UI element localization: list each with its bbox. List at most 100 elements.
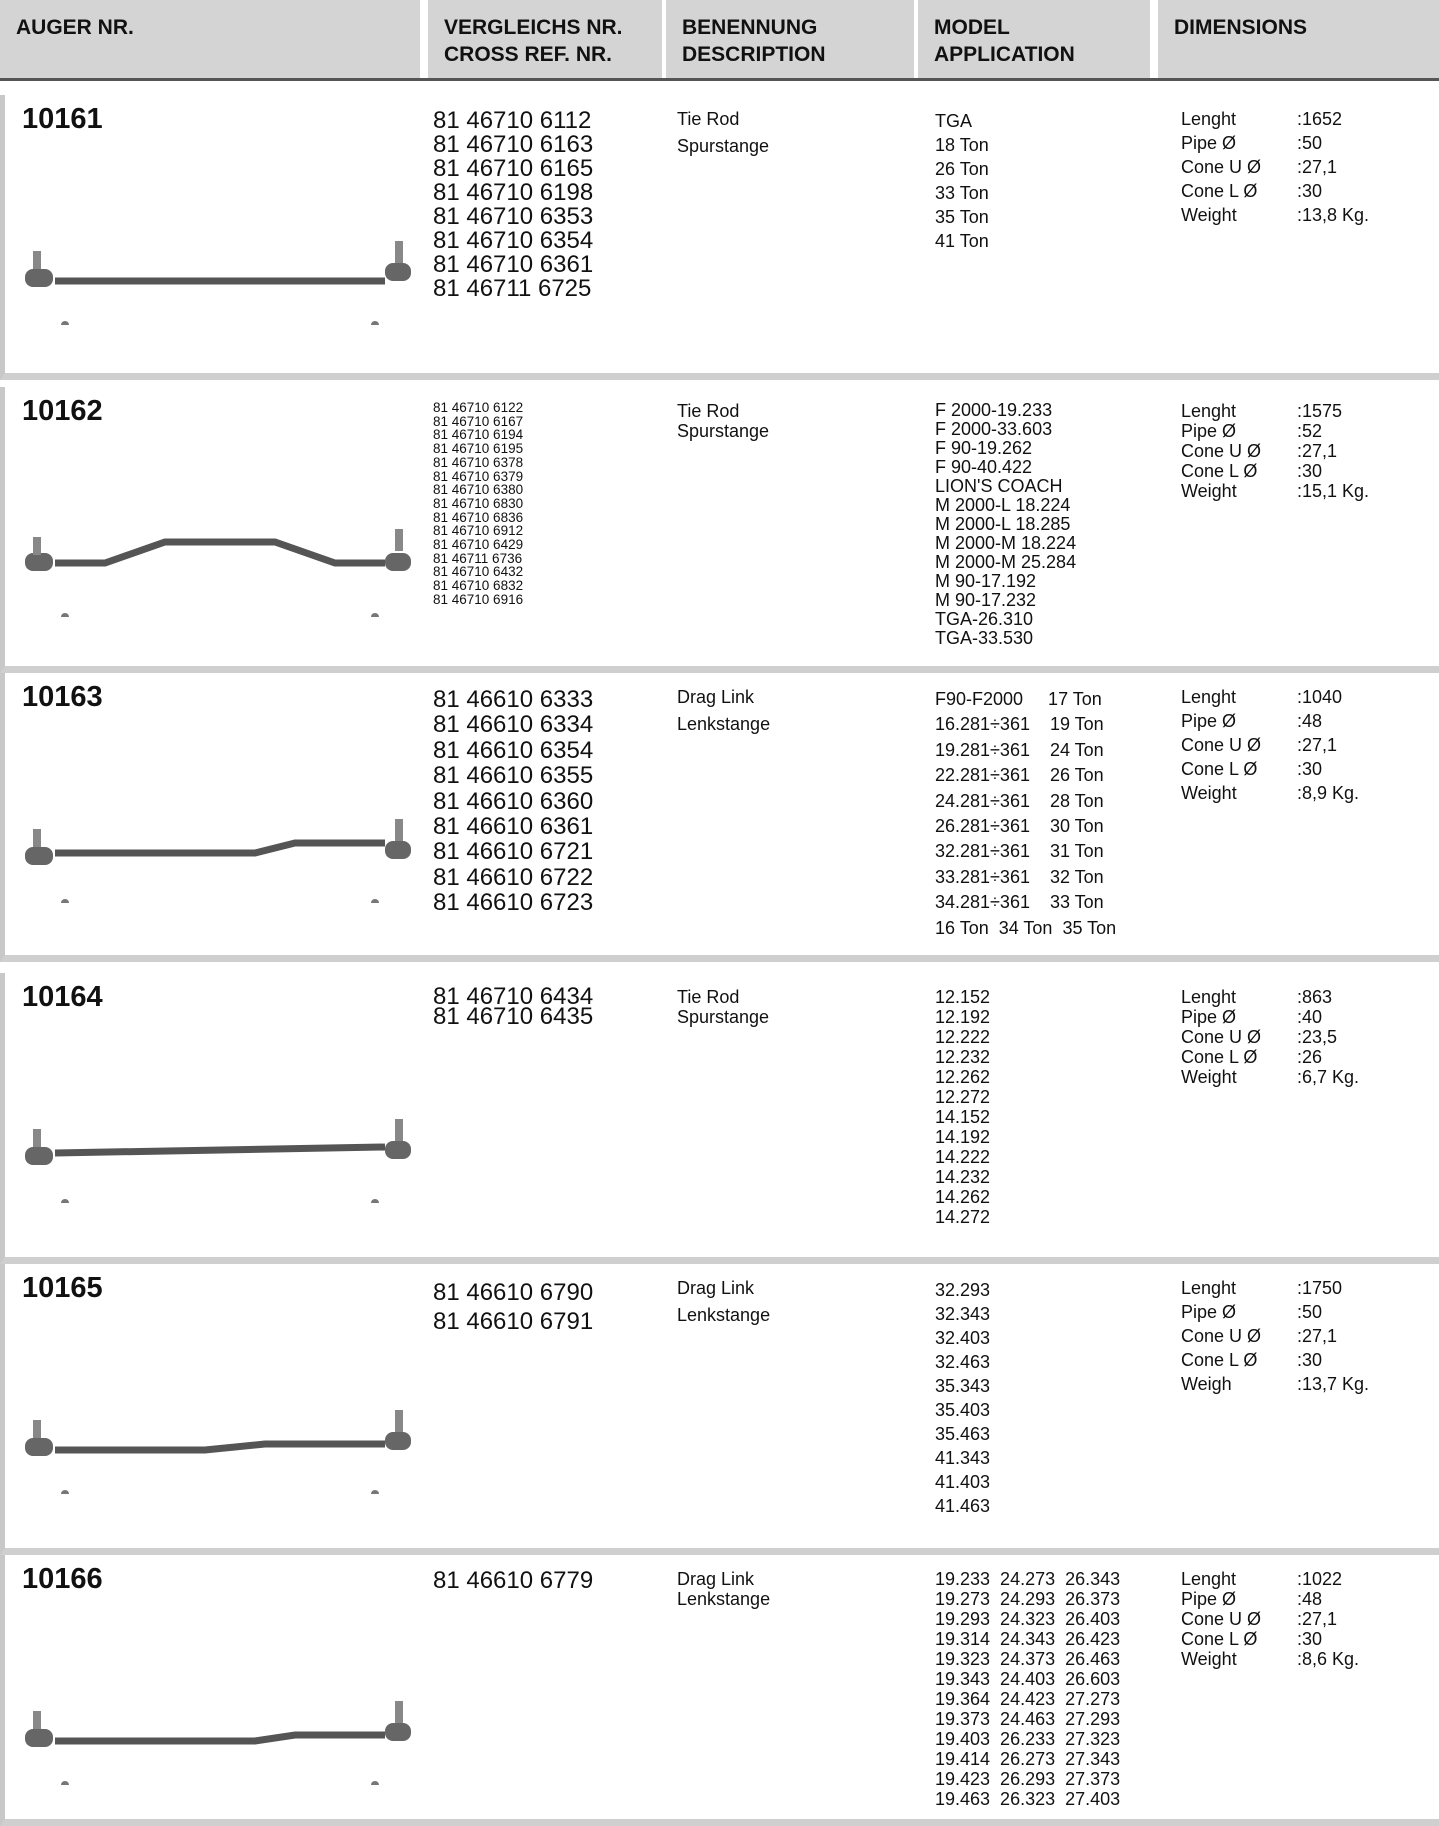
dimension-label: Cone L Ø (1181, 1047, 1258, 1067)
application: 18 Ton (935, 135, 989, 155)
part-number: 10163 (22, 681, 103, 713)
application: 12.262 (935, 1067, 991, 1087)
dimension-value: :48 (1297, 1589, 1323, 1609)
cross-ref: 81 46610 6360 (433, 787, 594, 815)
application: TGA-33.530 (935, 628, 1034, 648)
header-rule (0, 78, 1439, 81)
cross-ref: 81 46710 6379 (433, 468, 524, 484)
cross-ref: 81 46710 6165 (433, 155, 594, 182)
dimension-value: :27,1 (1297, 157, 1338, 177)
header-cell: DIMENSIONS (1158, 0, 1439, 78)
application: F90-F2000 17 Ton (935, 689, 1102, 709)
header-cell: AUGER NR. (0, 0, 420, 78)
application: 14.272 (935, 1207, 991, 1227)
dimension-value: :23,5 (1297, 1027, 1338, 1047)
part-number: 10165 (22, 1272, 103, 1304)
application: 19.414 26.273 27.343 (935, 1749, 1121, 1769)
application: 19.281÷361 24 Ton (935, 739, 1104, 760)
cross-ref: 81 46711 6725 (433, 275, 592, 302)
application: 16.281÷361 19 Ton (935, 714, 1104, 735)
application: 19.403 26.233 27.323 (935, 1729, 1121, 1749)
dimension-value: :1575 (1297, 401, 1343, 421)
application: M 90-17.232 (935, 590, 1037, 610)
application: 14.152 (935, 1107, 991, 1127)
application: 12.232 (935, 1047, 991, 1067)
cross-ref: 81 46710 6198 (433, 179, 594, 206)
application: M 2000-M 25.284 (935, 552, 1077, 572)
application: M 90-17.192 (935, 571, 1037, 591)
description: Lenkstange (677, 1305, 771, 1325)
application: 32.403 (935, 1328, 991, 1348)
cross-ref: 81 46710 6380 (433, 482, 524, 498)
description: Tie Rod (677, 987, 740, 1007)
cross-ref: 81 46710 6434 (433, 983, 594, 1010)
part-number: 10161 (22, 103, 103, 135)
dimension-value: :27,1 (1297, 1609, 1338, 1629)
header-cell: BENENNUNG DESCRIPTION (666, 0, 914, 78)
description: Tie Rod (677, 401, 740, 421)
cross-ref: 81 46710 6195 (433, 441, 524, 457)
cross-ref: 81 46710 6112 (433, 107, 592, 134)
cross-ref: 81 46710 6167 (433, 413, 524, 429)
cross-ref: 81 46710 6836 (433, 509, 524, 525)
description: Drag Link (677, 1569, 755, 1589)
application: F 90-19.262 (935, 438, 1033, 458)
application: 35.463 (935, 1424, 991, 1444)
header-text: VERGLEICHS NR. (444, 16, 623, 39)
dimension-label: Cone U Ø (1181, 1027, 1262, 1047)
cross-ref: 81 46710 6435 (433, 1003, 594, 1030)
dimension-value: :15,1 Kg. (1297, 481, 1370, 501)
dimension-label: Cone L Ø (1181, 1629, 1258, 1649)
cross-ref: 81 46610 6790 (433, 1279, 594, 1306)
application: 35 Ton (935, 207, 989, 227)
dimension-label: Cone L Ø (1181, 1350, 1258, 1370)
header-cell: MODEL APPLICATION (918, 0, 1150, 78)
application: 14.192 (935, 1127, 991, 1147)
part-drawing (25, 529, 411, 617)
dimension-label: Weight (1181, 481, 1237, 501)
part-drawing (25, 1119, 411, 1203)
part-drawing (25, 1701, 411, 1785)
description: Drag Link (677, 687, 755, 707)
application: 41.343 (935, 1448, 991, 1468)
application: 12.192 (935, 1007, 991, 1027)
application: 14.232 (935, 1167, 991, 1187)
header-cell: VERGLEICHS NR. CROSS REF. NR. (428, 0, 662, 78)
application: 12.152 (935, 987, 991, 1007)
application: 35.403 (935, 1400, 991, 1420)
dimension-label: Cone U Ø (1181, 441, 1262, 461)
dimension-label: Pipe Ø (1181, 421, 1237, 441)
application: 26.281÷361 30 Ton (935, 816, 1104, 836)
description: Spurstange (677, 136, 770, 156)
dimension-value: :26 (1297, 1047, 1323, 1067)
application: 19.273 24.293 26.373 (935, 1589, 1121, 1609)
header-text: BENENNUNG (682, 16, 818, 39)
cross-ref: 81 46710 6354 (433, 227, 594, 254)
part-row: 10164 81 46710 6434 81 46710 6435 Tie Rod S… (0, 973, 1439, 1264)
application: 35.343 (935, 1376, 991, 1396)
part-row: 10166 81 46610 6779 Drag Link Lenkstange 19… (0, 1555, 1439, 1826)
dimension-label: Weight (1181, 1649, 1237, 1669)
cross-ref: 81 46711 6736 (433, 550, 523, 566)
dimension-value: :13,8 Kg. (1297, 205, 1370, 225)
dimension-label: Cone U Ø (1181, 735, 1262, 755)
application: F 2000-33.603 (935, 419, 1053, 439)
application: 12.272 (935, 1087, 991, 1107)
part-drawing (25, 1410, 411, 1494)
dimension-value: :30 (1297, 461, 1323, 481)
dimension-label: Weigh (1181, 1374, 1232, 1394)
application: 33 Ton (935, 183, 989, 203)
application: 24.281÷361 28 Ton (935, 790, 1104, 811)
header-text: MODEL (934, 16, 1010, 39)
application: 19.293 24.323 26.403 (935, 1609, 1121, 1629)
application: 14.222 (935, 1147, 991, 1167)
part-number: 10166 (22, 1563, 103, 1595)
header-text: APPLICATION (934, 43, 1075, 66)
dimension-label: Cone L Ø (1181, 181, 1258, 201)
application: 34.281÷361 33 Ton (935, 892, 1104, 913)
application: 26 Ton (935, 159, 989, 179)
description: Lenkstange (677, 1589, 771, 1609)
dimension-value: :40 (1297, 1007, 1323, 1027)
dimension-label: Pipe Ø (1181, 133, 1237, 153)
part-row: 10165 81 46610 6790 81 46610 6791 Drag Lin… (0, 1264, 1439, 1555)
